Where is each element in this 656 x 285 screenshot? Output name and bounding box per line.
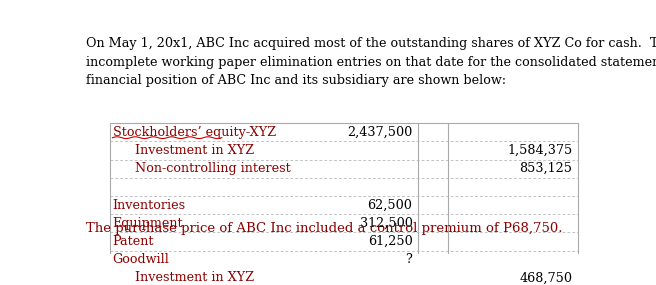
Text: The purchase price of ABC Inc included a control premium of P68,750.: The purchase price of ABC Inc included a…: [86, 222, 563, 235]
Text: 312,500: 312,500: [359, 217, 413, 230]
Text: 62,500: 62,500: [367, 199, 413, 211]
Text: Stockholders’ equity-XYZ: Stockholders’ equity-XYZ: [113, 126, 276, 139]
Text: Patent: Patent: [113, 235, 154, 248]
Text: 61,250: 61,250: [368, 235, 413, 248]
Text: 1,584,375: 1,584,375: [507, 144, 573, 157]
Text: ?: ?: [405, 253, 413, 266]
Text: Non-controlling interest: Non-controlling interest: [135, 162, 291, 175]
Text: Investment in XYZ: Investment in XYZ: [135, 271, 255, 284]
Text: Inventories: Inventories: [113, 199, 186, 211]
Text: Investment in XYZ: Investment in XYZ: [135, 144, 255, 157]
Text: Goodwill: Goodwill: [113, 253, 169, 266]
Text: Equipment: Equipment: [113, 217, 183, 230]
Bar: [110, 123, 578, 285]
Text: 468,750: 468,750: [520, 271, 573, 284]
Text: On May 1, 20x1, ABC Inc acquired most of the outstanding shares of XYZ Co for ca: On May 1, 20x1, ABC Inc acquired most of…: [86, 38, 656, 87]
Text: 2,437,500: 2,437,500: [347, 126, 413, 139]
Text: 853,125: 853,125: [520, 162, 573, 175]
